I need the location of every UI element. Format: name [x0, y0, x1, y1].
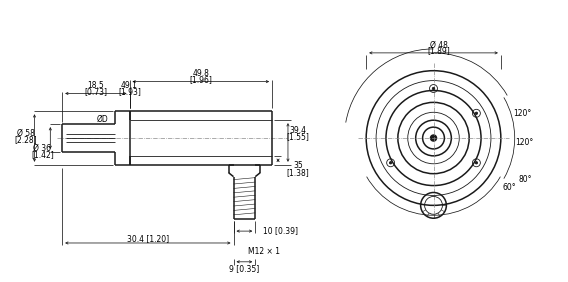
Text: 39.4: 39.4	[289, 125, 306, 135]
Text: 80°: 80°	[519, 175, 532, 184]
Text: [1.55]: [1.55]	[286, 133, 310, 142]
Text: 35: 35	[293, 161, 303, 170]
Text: [1.89]: [1.89]	[427, 47, 450, 55]
Text: 49.1: 49.1	[121, 81, 138, 90]
Text: [1.38]: [1.38]	[286, 168, 309, 177]
Text: 10 [0.39]: 10 [0.39]	[262, 227, 298, 235]
Text: Ø 48: Ø 48	[429, 40, 448, 49]
Text: [1.93]: [1.93]	[118, 87, 141, 96]
Circle shape	[475, 112, 478, 114]
Circle shape	[390, 162, 392, 164]
Text: Ø 36: Ø 36	[34, 144, 51, 153]
Text: 30.4 [1.20]: 30.4 [1.20]	[127, 235, 169, 244]
Text: [0.73]: [0.73]	[85, 87, 107, 96]
Circle shape	[431, 135, 436, 141]
Text: 49.8: 49.8	[193, 69, 209, 78]
Circle shape	[432, 87, 435, 90]
Text: M12 × 1: M12 × 1	[248, 247, 280, 256]
Text: ØD: ØD	[97, 115, 108, 124]
Text: 60°: 60°	[503, 183, 516, 192]
Text: [1.96]: [1.96]	[189, 75, 212, 84]
Circle shape	[475, 162, 478, 164]
Text: [1.42]: [1.42]	[31, 150, 54, 159]
Text: 120°: 120°	[513, 109, 531, 118]
Text: Ø 58: Ø 58	[16, 129, 35, 138]
Text: 9 [0.35]: 9 [0.35]	[229, 264, 260, 273]
Text: [2.28]: [2.28]	[14, 136, 37, 144]
Text: 120°: 120°	[516, 138, 534, 147]
Text: 18.5: 18.5	[87, 81, 105, 90]
